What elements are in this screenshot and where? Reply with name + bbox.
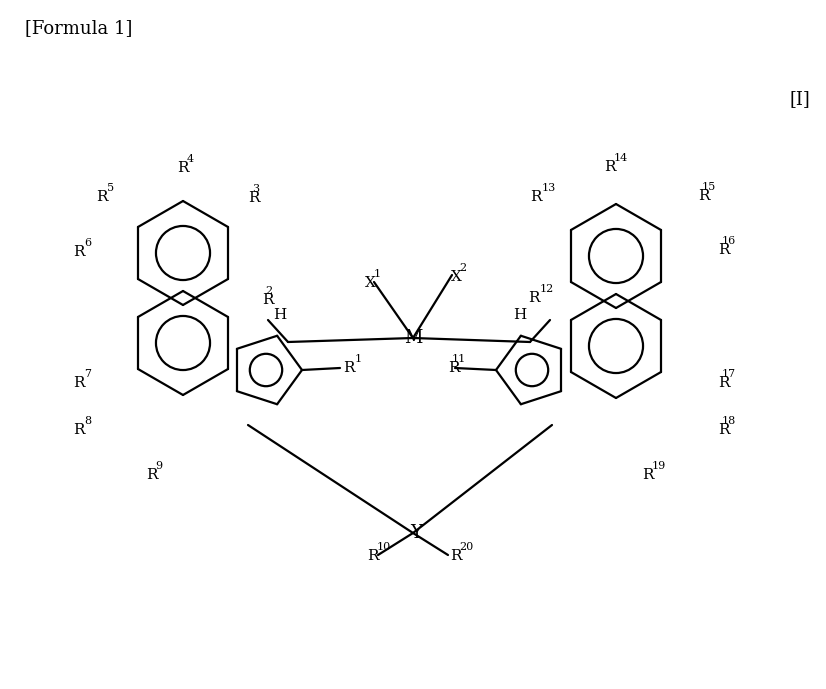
Text: 9: 9 — [155, 461, 163, 471]
Text: 11: 11 — [452, 354, 466, 364]
Text: 1: 1 — [354, 354, 362, 364]
Text: R: R — [718, 376, 729, 390]
Text: R: R — [74, 423, 85, 437]
Text: 12: 12 — [539, 284, 553, 294]
Text: [I]: [I] — [790, 90, 810, 108]
Text: R: R — [448, 361, 459, 375]
Text: R: R — [74, 376, 85, 390]
Text: R: R — [97, 190, 108, 204]
Text: R: R — [605, 160, 615, 174]
Text: 18: 18 — [722, 416, 736, 426]
Text: 10: 10 — [377, 542, 391, 552]
Text: M: M — [404, 329, 422, 347]
Text: R: R — [248, 191, 259, 205]
Text: R: R — [178, 161, 189, 175]
Text: H: H — [273, 308, 287, 322]
Text: R: R — [698, 189, 710, 203]
Text: 16: 16 — [722, 236, 736, 246]
Text: 20: 20 — [459, 542, 474, 552]
Text: 1: 1 — [373, 269, 381, 279]
Text: X: X — [364, 276, 376, 290]
Text: 14: 14 — [614, 153, 628, 163]
Text: H: H — [514, 308, 527, 322]
Text: 17: 17 — [722, 369, 736, 379]
Text: R: R — [450, 549, 462, 563]
Text: R: R — [368, 549, 379, 563]
Text: 8: 8 — [84, 416, 92, 426]
Text: R: R — [74, 245, 85, 259]
Text: 2: 2 — [266, 286, 273, 296]
Text: Y: Y — [410, 524, 422, 542]
Text: 13: 13 — [541, 183, 556, 193]
Text: 3: 3 — [252, 184, 259, 194]
Text: 4: 4 — [187, 154, 194, 164]
Text: R: R — [643, 468, 653, 482]
Text: 2: 2 — [459, 263, 467, 273]
Text: R: R — [344, 361, 355, 375]
Text: R: R — [718, 243, 729, 257]
Text: 19: 19 — [652, 461, 666, 471]
Text: [Formula 1]: [Formula 1] — [25, 19, 132, 37]
Text: R: R — [529, 291, 540, 305]
Text: 15: 15 — [701, 182, 716, 192]
Text: 7: 7 — [84, 369, 92, 379]
Text: X: X — [450, 270, 462, 284]
Text: R: R — [262, 293, 273, 307]
Text: R: R — [146, 468, 158, 482]
Text: 6: 6 — [84, 238, 92, 248]
Text: R: R — [530, 190, 542, 204]
Text: R: R — [718, 423, 729, 437]
Text: 5: 5 — [107, 183, 115, 193]
